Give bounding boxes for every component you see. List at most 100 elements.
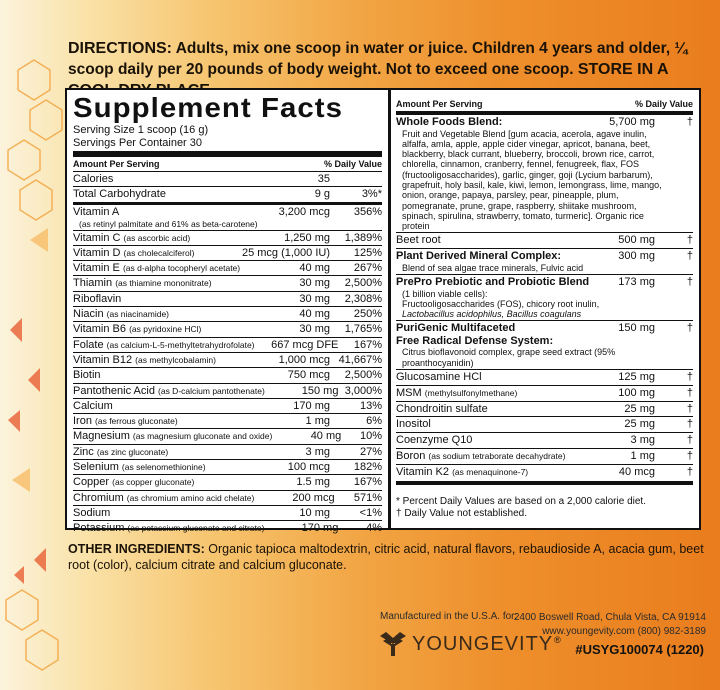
nutrient-name: Selenium (as selenomethionine) <box>73 461 242 474</box>
nutrient-dv: 6% <box>366 415 382 428</box>
right-nutrient-row: Inositol 25 mg † <box>396 416 693 432</box>
mineral-amount: 300 mg <box>618 250 655 263</box>
right-nutrient-amount: 100 mg <box>618 386 655 399</box>
nutrient-dv: 182% <box>353 461 382 474</box>
nutrient-name: Chromium (as chromium amino acid chelate… <box>73 492 254 505</box>
nutrient-dv: 3%* <box>361 188 382 201</box>
dv-header-right: % Daily Value <box>634 99 693 109</box>
nutrient-label: Magnesium <box>73 430 130 443</box>
nutrient-label: Vitamin E <box>73 262 120 275</box>
right-nutrient-dv: † <box>686 418 693 431</box>
beet-root-name: Beet root <box>396 234 441 247</box>
right-nutrient-name: Inositol <box>396 418 595 431</box>
nutrient-source: (as selenomethionine) <box>121 462 206 473</box>
nutrient-dv: 571% <box>353 491 382 504</box>
nutrient-dv: 2,308% <box>344 292 382 305</box>
nutrient-name: Vitamin A <box>73 206 242 219</box>
nutrient-amount: 1.5 mg <box>296 476 330 489</box>
directions: DIRECTIONS: Adults, mix one scoop in wat… <box>68 38 708 101</box>
right-nutrient-name: Boron (as sodium tetraborate decahydrate… <box>396 450 595 463</box>
nutrient-label: Sodium <box>73 506 111 519</box>
facts-right-column: Amount Per Serving % Daily Value Whole F… <box>391 90 699 528</box>
right-nutrient-amount: 25 mg <box>624 418 655 431</box>
nutrient-row: Selenium (as selenomethionine) 100 mcg 182… <box>73 459 382 474</box>
nutrient-row: Vitamin A 3,200 mcg 356% (as retinyl palmit… <box>73 201 382 230</box>
footnote-dagger: † Daily Value not established. <box>396 508 528 519</box>
nutrient-row: Thiamin (as thiamine mononitrate) 30 mg 2,… <box>73 275 382 290</box>
prepro-amount: 173 mg <box>618 276 655 289</box>
purigenic-desc: Citrus bioflavonoid complex, grape seed … <box>402 347 616 368</box>
right-nutrient-label: Coenzyme Q10 <box>396 434 473 447</box>
right-nutrient-name: Chondroitin sulfate <box>396 403 595 416</box>
nutrient-amount: 10 mg <box>299 506 330 519</box>
nutrient-amount: 1,000 mcg <box>278 353 330 366</box>
nutrient-amount: 200 mcg <box>292 491 335 504</box>
dv-header: % Daily Value <box>323 159 382 169</box>
nutrient-row: Biotin 750 mcg 2,500% <box>73 367 382 382</box>
nutrient-dv: 10% <box>359 430 382 443</box>
nutrient-amount: 30 mg <box>299 292 330 305</box>
nutrient-source: (as ascorbic acid) <box>123 232 191 243</box>
facts-title: Supplement Facts <box>73 92 344 123</box>
nutrient-row: Vitamin E (as d-alpha tocopheryl acetate… <box>73 260 382 275</box>
right-nutrient-dv: † <box>686 465 693 478</box>
nutrient-dv: 41,667% <box>338 353 382 366</box>
right-nutrient-row: MSM (methylsulfonylmethane) 100 mg † <box>396 384 693 401</box>
right-nutrient-row: Glucosamine HCl 125 mg † <box>396 369 693 385</box>
whole-foods-desc: Fruit and Vegetable Blend [gum acacia, a… <box>402 128 662 232</box>
nutrient-name: Zinc (as zinc gluconate) <box>73 446 242 459</box>
nutrient-source: (as zinc gluconate) <box>96 446 169 457</box>
nutrient-label: Vitamin C <box>73 231 121 244</box>
nutrient-name: Vitamin D (as cholecalciferol) <box>73 247 210 260</box>
right-nutrient-amount: 125 mg <box>618 371 655 384</box>
nutrient-name: Pantothenic Acid (as D-calcium pantothen… <box>73 385 265 398</box>
nutrient-row: Iron (as ferrous gluconate) 1 mg 6% <box>73 413 382 428</box>
servings-per-container: Servings Per Container 30 <box>73 136 203 149</box>
mineral-dv: † <box>686 250 693 263</box>
nutrient-source: (as chromium amino acid chelate) <box>126 492 255 503</box>
amount-header-right: Amount Per Serving <box>396 99 483 109</box>
nutrient-label: Riboflavin <box>73 292 122 305</box>
nutrient-dv: <1% <box>359 506 382 519</box>
other-ingredients-text: Organic tapioca maltodextrin, citric aci… <box>68 542 704 572</box>
nutrient-label: Potassium <box>73 522 125 535</box>
nutrient-label: Chromium <box>73 491 124 504</box>
right-nutrient-name: Coenzyme Q10 <box>396 434 595 447</box>
facts-left-column: Supplement Facts Serving Size 1 scoop (1… <box>67 90 388 534</box>
nutrient-amount: 9 g <box>314 188 330 201</box>
nutrient-amount: 30 mg <box>299 323 330 336</box>
prepro-dv: † <box>686 276 693 289</box>
nutrient-label: Total Carbohydrate <box>73 188 166 201</box>
nutrient-dv: 167% <box>353 338 382 351</box>
right-nutrient-name: Glucosamine HCl <box>396 371 595 384</box>
nutrient-source: (as copper gluconate) <box>112 477 195 488</box>
right-simple-rows: Glucosamine HCl 125 mg † MSM (methylsulfony… <box>396 369 693 480</box>
nutrient-amount: 100 mcg <box>287 461 330 474</box>
nutrient-name: Vitamin E (as d-alpha tocopheryl acetate… <box>73 262 242 275</box>
nutrient-source: (as d-alpha tocopheryl acetate) <box>122 263 241 274</box>
nutrient-label: Biotin <box>73 369 101 382</box>
nutrient-row: Niacin (as niacinamide) 40 mg 250% <box>73 306 382 321</box>
nutrient-row: Vitamin B6 (as pyridoxine HCl) 30 mg 1,765… <box>73 321 382 336</box>
right-nutrient-row: Boron (as sodium tetraborate decahydrate… <box>396 448 693 464</box>
nutrient-dv: 3,000% <box>344 384 382 397</box>
other-ingredients: OTHER INGREDIENTS: Organic tapioca malto… <box>68 541 708 573</box>
nutrient-amount: 40 mg <box>299 262 330 275</box>
nutrient-amount: 170 mg <box>301 522 339 535</box>
brand-name: YOUNGEVITY <box>412 632 554 655</box>
footnotes: * Percent Daily Values are based on a 2,… <box>396 496 646 520</box>
whole-foods-name: Whole Foods Blend: <box>396 116 503 128</box>
nutrient-label: Folate <box>73 338 104 351</box>
footnote-rule <box>396 480 693 485</box>
purigenic-amount: 150 mg <box>618 322 655 335</box>
whole-foods-amount: 5,700 mg <box>609 116 655 128</box>
nutrient-source: (as thiamine mononitrate) <box>115 278 212 289</box>
nutrient-source: (as cholecalciferol) <box>123 247 195 258</box>
prepro-name: PrePro Prebiotic and Probiotic Blend <box>396 276 590 289</box>
right-nutrient-label: Boron <box>396 450 426 463</box>
nutrient-amount: 170 mg <box>293 399 330 412</box>
nutrient-label: Thiamin <box>73 277 113 290</box>
contact: www.youngevity.com (800) 982-3189 <box>542 626 706 637</box>
nutrient-dv: 1,389% <box>344 231 382 244</box>
nutrient-row: Total Carbohydrate 9 g 3%* <box>73 186 382 201</box>
